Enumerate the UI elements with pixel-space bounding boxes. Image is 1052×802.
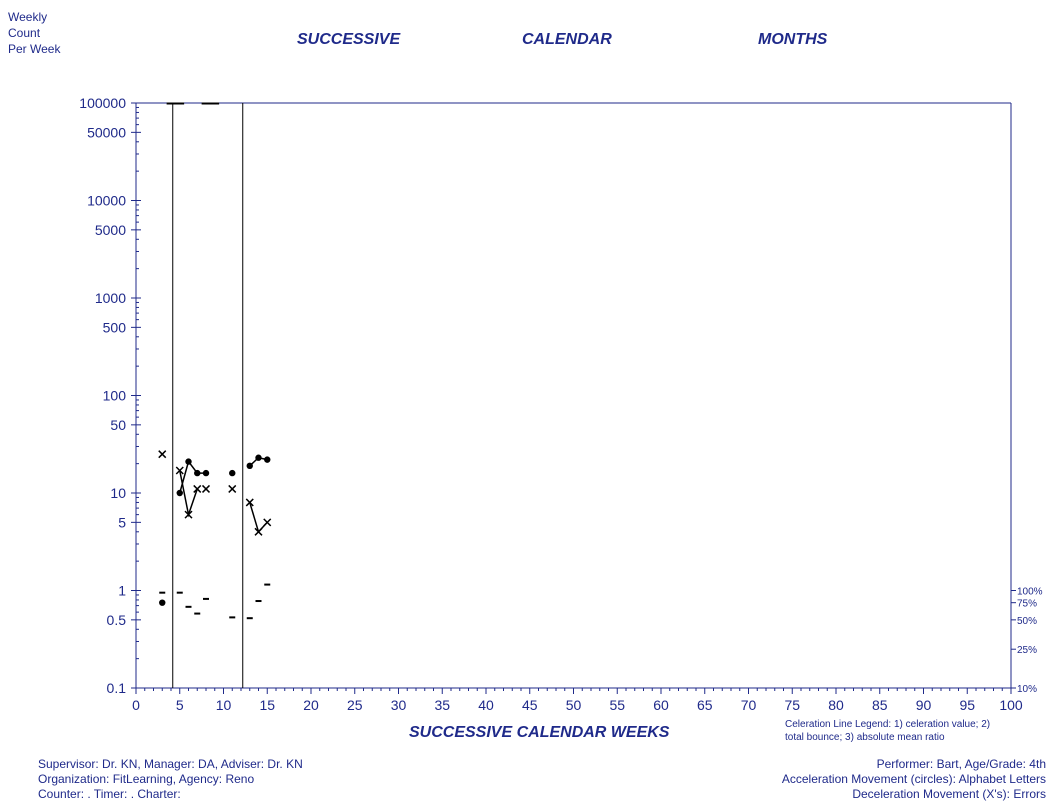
- accel-dot: [194, 469, 201, 477]
- x-tick-label: 75: [784, 697, 800, 713]
- y-tick-label: 5000: [95, 222, 126, 238]
- x-tick-label: 5: [176, 697, 184, 713]
- right-percent-label: 10%: [1017, 684, 1037, 695]
- y-label-line-2: Count: [8, 26, 41, 40]
- x-tick-label: 35: [434, 697, 450, 713]
- y-tick-label: 1: [118, 583, 126, 599]
- footer-right-line-3: Deceleration Movement (X's): Errors: [852, 787, 1046, 801]
- legend-note-line-2: total bounce; 3) absolute mean ratio: [785, 732, 945, 743]
- x-tick-label: 0: [132, 697, 140, 713]
- footer-right: Performer: Bart, Age/Grade: 4th Accelera…: [782, 757, 1046, 801]
- legend-note-line-1: Celeration Line Legend: 1) celeration va…: [785, 719, 990, 730]
- accel-dot: [202, 469, 210, 477]
- legend-note-block: Celeration Line Legend: 1) celeration va…: [785, 719, 990, 743]
- accel-series-line: [179, 459, 206, 494]
- x-tick-label: 85: [872, 697, 888, 713]
- x-tick-label: 25: [347, 697, 363, 713]
- decel-x: [228, 484, 237, 493]
- y-tick-label: 500: [103, 319, 127, 335]
- accel-dot: [185, 458, 192, 465]
- top-label-block: SUCCESSIVE CALENDAR MONTHS: [297, 31, 828, 48]
- footer-right-line-1: Performer: Bart, Age/Grade: 4th: [877, 757, 1046, 771]
- x-tick-label: 100: [999, 697, 1023, 713]
- y-tick-label: 5: [118, 514, 126, 530]
- footer-right-line-2: Acceleration Movement (circles): Alphabe…: [782, 772, 1046, 786]
- decel-x: [193, 484, 202, 493]
- x-tick-label: 95: [959, 697, 975, 713]
- decel-x: [245, 498, 254, 507]
- right-percent-label: 50%: [1017, 616, 1037, 627]
- x-tick-label: 10: [216, 697, 232, 713]
- y-tick-label: 100: [103, 388, 127, 404]
- decel-x: [158, 450, 167, 459]
- plot-area: 1000005000010000500010005001005010510.50…: [79, 95, 1042, 713]
- x-tick-label: 65: [697, 697, 713, 713]
- decel-x: [201, 484, 211, 493]
- right-percent-label: 25%: [1017, 645, 1037, 656]
- y-tick-label: 0.5: [107, 612, 127, 628]
- decel-x: [263, 518, 272, 527]
- y-tick-label: 100000: [79, 95, 126, 111]
- y-tick-label: 1000: [95, 290, 126, 306]
- x-tick-label: 90: [916, 697, 932, 713]
- x-tick-label: 80: [828, 697, 844, 713]
- y-label-block: Weekly Count Per Week: [8, 10, 61, 56]
- accel-dot: [229, 469, 236, 477]
- decel-x: [254, 527, 263, 536]
- accel-dot: [246, 462, 253, 470]
- footer-left-line-2: Organization: FitLearning, Agency: Reno: [38, 772, 254, 786]
- accel-dot: [159, 599, 166, 606]
- footer-left: Supervisor: Dr. KN, Manager: DA, Adviser…: [38, 757, 303, 801]
- top-label-months: MONTHS: [758, 31, 828, 48]
- x-tick-label: 15: [259, 697, 275, 713]
- top-label-calendar: CALENDAR: [522, 31, 612, 48]
- x-tick-label: 55: [609, 697, 625, 713]
- decel-x: [175, 466, 184, 475]
- x-tick-label: 60: [653, 697, 669, 713]
- x-tick-label: 40: [478, 697, 494, 713]
- right-percent-label: 100%: [1017, 587, 1043, 598]
- y-tick-label: 10: [110, 485, 126, 501]
- accel-dot: [255, 454, 262, 461]
- decel-x: [184, 510, 193, 519]
- y-tick-label: 50: [110, 417, 126, 433]
- right-percent-label: 75%: [1017, 599, 1037, 610]
- x-tick-label: 20: [303, 697, 319, 713]
- y-tick-label: 10000: [87, 193, 126, 209]
- decel-series-line: [249, 502, 268, 534]
- accel-dot: [176, 489, 183, 497]
- footer-left-line-3: Counter: . Timer: . Charter:: [38, 787, 181, 801]
- x-tick-label: 50: [566, 697, 582, 713]
- accel-dot: [264, 456, 271, 463]
- x-tick-label: 45: [522, 697, 538, 713]
- footer-left-line-1: Supervisor: Dr. KN, Manager: DA, Adviser…: [38, 757, 303, 771]
- y-tick-label: 0.1: [107, 680, 127, 696]
- x-axis-title: SUCCESSIVE CALENDAR WEEKS: [409, 724, 670, 741]
- y-label-line-1: Weekly: [8, 10, 47, 24]
- y-tick-label: 50000: [87, 124, 126, 140]
- x-tick-label: 70: [741, 697, 757, 713]
- x-tick-label: 30: [391, 697, 407, 713]
- y-label-line-3: Per Week: [8, 42, 61, 56]
- top-label-successive: SUCCESSIVE: [297, 31, 401, 48]
